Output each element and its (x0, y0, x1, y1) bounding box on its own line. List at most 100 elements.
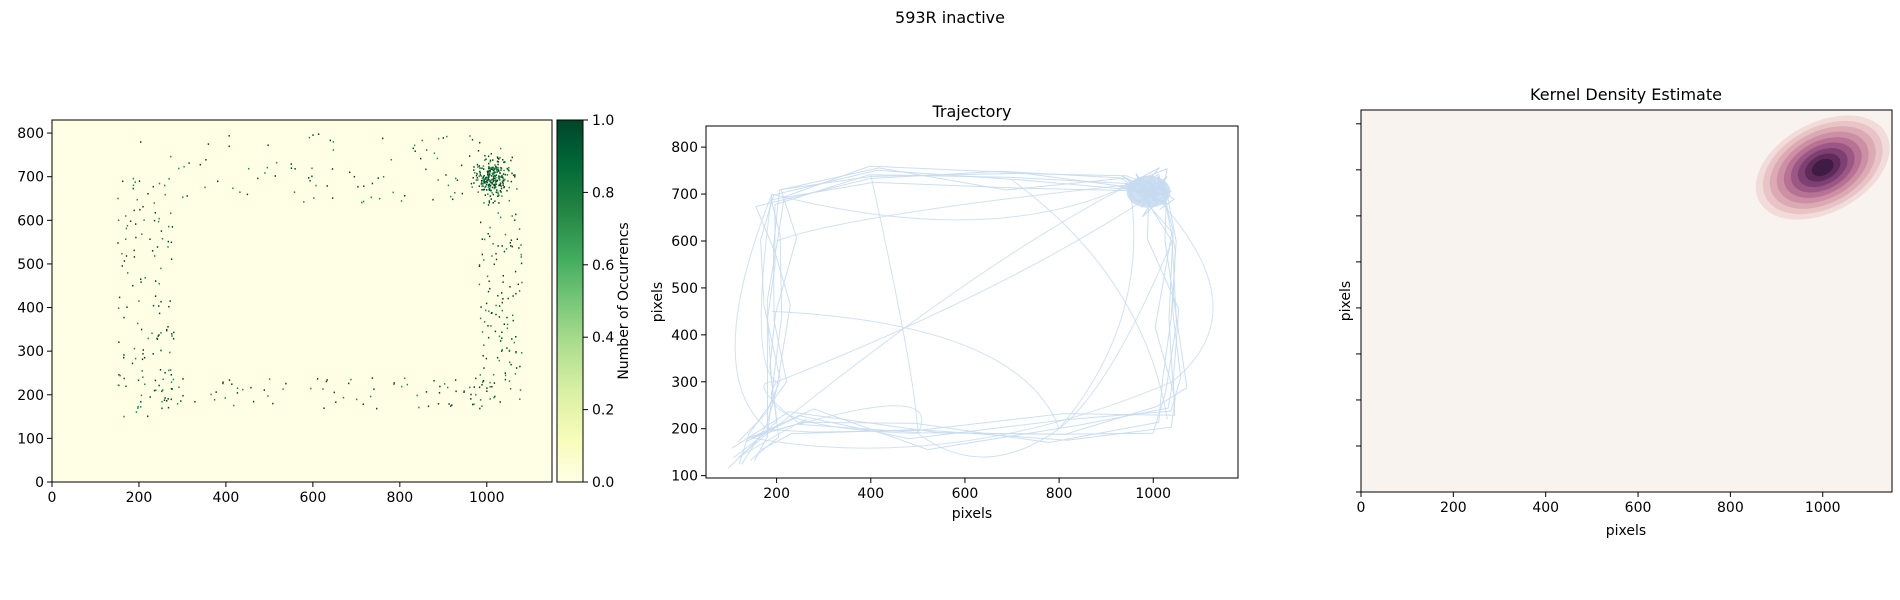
heatmap-cell (498, 305, 501, 307)
heatmap-cell (123, 260, 126, 262)
heatmap-cell (486, 181, 488, 184)
heatmap-cell (170, 374, 172, 376)
heatmap-cell (118, 373, 120, 376)
heatmap-cell (472, 177, 474, 179)
heatmap-cell (215, 391, 217, 393)
heatmap-cell (489, 235, 491, 238)
heatmap-cell (182, 394, 184, 397)
heatmap-cell (473, 169, 475, 171)
trajectory-path (771, 310, 1060, 429)
heatmap-cell (118, 296, 121, 299)
heatmap-cell (205, 159, 207, 161)
heatmap-cell (473, 166, 475, 168)
heatmap-cell (121, 252, 123, 255)
heatmap-cell (186, 195, 188, 197)
heatmap-cell (520, 244, 522, 246)
heatmap-cell (167, 406, 170, 409)
heatmap-cell (156, 246, 159, 248)
heatmap-cell (455, 177, 457, 180)
heatmap-cell (136, 198, 138, 201)
heatmap-cell (489, 170, 491, 173)
heatmap-cell (129, 220, 132, 222)
heatmap-cell (501, 331, 503, 334)
heatmap-cell (485, 176, 487, 179)
heatmap-cell (166, 328, 168, 331)
heatmap-cell (476, 163, 479, 166)
heatmap-cell (484, 154, 486, 157)
kde-x-tick-label: 800 (1717, 500, 1744, 516)
heatmap-cell (491, 182, 493, 184)
heatmap-cell (483, 188, 486, 191)
heatmap-cell (470, 398, 472, 400)
heatmap-cell (370, 196, 372, 199)
heatmap-cell (487, 193, 489, 195)
heatmap-cell (501, 181, 504, 184)
heatmap-cell (450, 405, 452, 407)
heatmap-cell (479, 167, 481, 169)
heatmap-cell (274, 175, 276, 177)
trajectory-path (770, 381, 918, 434)
heatmap-cell (158, 305, 160, 307)
trajectory-path (776, 193, 1154, 383)
heatmap-cell (139, 208, 141, 211)
heatmap-cell (486, 275, 489, 278)
kde-x-tick-label: 1000 (1805, 500, 1841, 516)
heatmap-cell (489, 398, 491, 400)
heatmap-cell (329, 139, 331, 142)
heatmap-cell (180, 400, 182, 402)
heatmap-cell (489, 381, 491, 384)
trajectory-lines (728, 165, 1214, 469)
heatmap-cell (475, 174, 478, 177)
heatmap-cell (512, 174, 515, 177)
heatmap-cell (482, 177, 485, 179)
heatmap-cell (487, 186, 490, 188)
kde-panel: Kernel Density Estimate 0 200 400 600 800 100… (1338, 85, 1893, 539)
heatmap-cell (493, 167, 495, 170)
heatmap-cell (521, 352, 523, 354)
kde-y-axis (1356, 123, 1361, 493)
heatmap-cell (521, 281, 523, 284)
heatmap-cell (154, 255, 156, 257)
kde-frame (1360, 109, 1893, 493)
heatmap-cell (135, 411, 138, 413)
heatmap-cell (376, 407, 378, 410)
heatmap-cell (498, 194, 500, 196)
heatmap-cell (137, 407, 139, 409)
heatmap-cell (487, 336, 490, 339)
trajectory-y-tick-label: 100 (671, 469, 698, 485)
heatmap-cell (393, 382, 395, 384)
heatmap-cell (486, 170, 489, 173)
heatmap-cell (481, 189, 483, 191)
heatmap-cell (502, 177, 504, 180)
heatmap-cell (487, 233, 489, 235)
heatmap-cell (482, 183, 484, 185)
heatmap-cell (504, 374, 507, 377)
heatmap-cell (483, 367, 485, 369)
heatmap-cell (520, 253, 522, 256)
trajectory-path (1058, 240, 1173, 430)
heatmap-cell (493, 177, 495, 179)
heatmap-cell (506, 323, 509, 326)
heatmap-cell (140, 281, 142, 283)
heatmap-cell (133, 256, 136, 258)
colorbar-tick-label: 0.8 (592, 185, 614, 201)
heatmap-cell (371, 182, 374, 185)
heatmap-cell (138, 300, 140, 302)
heatmap-cell (490, 198, 492, 200)
heatmap-cell (496, 179, 498, 182)
heatmap-cell (520, 256, 522, 258)
heatmap-cell (207, 143, 210, 145)
heatmap-cell (488, 280, 490, 283)
kde-x-tick-label: 200 (1440, 500, 1467, 516)
heatmap-cell (456, 179, 459, 181)
heatmap-cell (199, 163, 201, 166)
heatmap-cell (362, 200, 365, 203)
heatmap-cell (497, 212, 499, 214)
heatmap-cell (482, 354, 484, 357)
heatmap-cell (454, 192, 456, 194)
heatmap-cell (194, 400, 196, 403)
heatmap-cell (210, 393, 212, 396)
heatmap-cell (266, 166, 268, 169)
heatmap-cell (135, 223, 137, 225)
heatmap-cell (494, 330, 497, 333)
